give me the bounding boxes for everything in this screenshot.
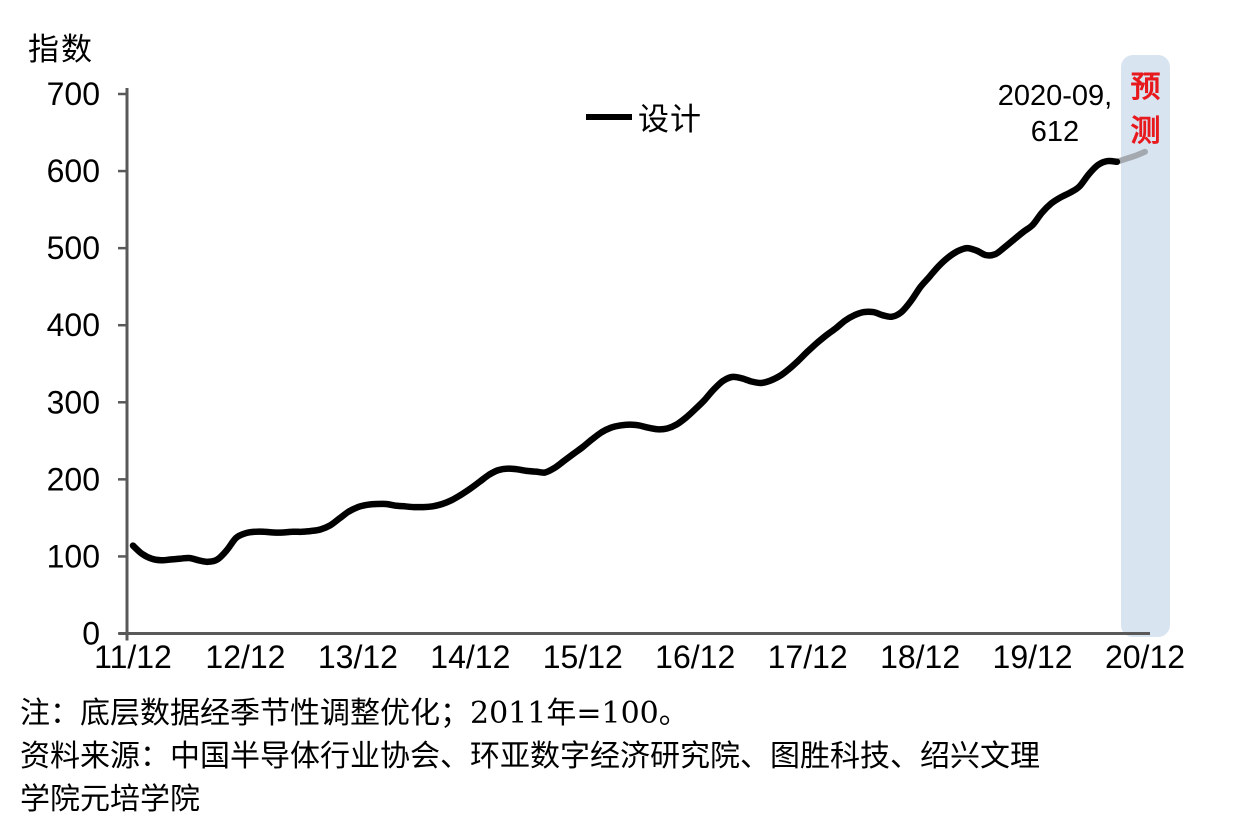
legend: 设计 <box>586 94 702 139</box>
x-tick-label: 16/12 <box>655 639 735 675</box>
y-tick-label: 0 <box>82 616 100 652</box>
x-tick-label: 13/12 <box>318 639 398 675</box>
x-tick-label: 20/12 <box>1105 639 1185 675</box>
y-tick-label: 600 <box>47 153 100 189</box>
note-line: 注：底层数据经季节性调整优化；2011年=100。 <box>20 696 689 731</box>
y-axis-title: 指数 <box>28 32 94 68</box>
forecast-band-label: 预测 <box>1130 70 1161 149</box>
source-line-2: 学院元培学院 <box>20 782 200 817</box>
y-tick-label: 200 <box>47 461 100 497</box>
x-tick-label: 19/12 <box>993 639 1073 675</box>
x-tick-label: 15/12 <box>543 639 623 675</box>
y-tick-label: 400 <box>47 307 100 343</box>
x-tick-label: 18/12 <box>880 639 960 675</box>
annotation-value: 612 <box>1030 116 1080 148</box>
legend-series-label: 设计 <box>638 102 702 138</box>
series-line-forecast <box>1113 148 1148 165</box>
x-tick-label: 14/12 <box>430 639 510 675</box>
y-tick-label: 500 <box>47 230 100 266</box>
footnotes: 注：底层数据经季节性调整优化；2011年=100。 资料来源：中国半导体行业协会… <box>20 692 1040 821</box>
series-line-actual <box>129 157 1121 566</box>
last-actual-point-annotation: 2020-09, 612 <box>980 78 1130 150</box>
source-line-1: 资料来源：中国半导体行业协会、环亚数字经济研究院、图胜科技、绍兴文理 <box>20 739 1040 774</box>
x-tick-label: 12/12 <box>205 639 285 675</box>
x-tick-label: 17/12 <box>768 639 848 675</box>
legend-line-swatch <box>586 113 632 120</box>
x-tick-label: 11/12 <box>94 639 172 675</box>
y-tick-label: 100 <box>47 538 100 574</box>
y-tick-label: 700 <box>47 76 100 112</box>
annotation-date: 2020-09, <box>997 80 1113 112</box>
y-tick-label: 300 <box>47 384 100 420</box>
